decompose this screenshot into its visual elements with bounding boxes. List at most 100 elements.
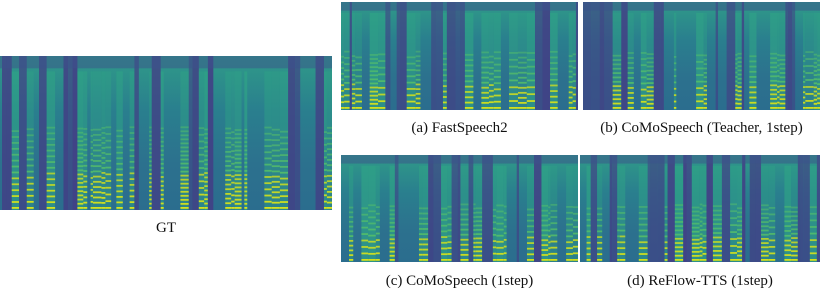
texture: [428, 155, 434, 262]
texture: [784, 254, 792, 256]
texture: [612, 72, 622, 74]
texture: [493, 63, 501, 66]
texture: [231, 162, 235, 165]
texture: [619, 223, 626, 226]
texture: [160, 180, 164, 183]
texture: [674, 229, 684, 232]
texture: [496, 216, 504, 219]
texture: [26, 200, 34, 203]
texture: [11, 207, 20, 209]
texture: [77, 186, 84, 188]
texture: [204, 141, 208, 144]
texture: [817, 73, 820, 76]
texture: [482, 155, 491, 262]
texture: [101, 172, 106, 174]
texture: [389, 225, 395, 228]
texture: [730, 231, 738, 233]
texture: [646, 65, 654, 68]
texture: [389, 221, 395, 224]
texture: [375, 245, 380, 248]
texture: [149, 185, 152, 188]
texture: [813, 57, 818, 60]
texture: [355, 107, 362, 109]
texture: [204, 167, 208, 170]
texture: [481, 56, 489, 59]
texture: [442, 96, 447, 98]
texture: [92, 149, 102, 152]
texture: [38, 56, 47, 210]
texture: [180, 130, 189, 133]
texture: [586, 213, 591, 216]
texture: [777, 69, 780, 72]
texture: [749, 91, 757, 94]
texture: [361, 207, 369, 210]
texture: [198, 167, 205, 169]
texture: [542, 2, 551, 110]
texture: [406, 62, 416, 65]
texture: [627, 107, 634, 109]
texture: [712, 250, 722, 252]
texture: [703, 80, 707, 83]
texture: [715, 2, 719, 110]
texture: [475, 224, 483, 227]
texture: [673, 94, 677, 97]
texture: [473, 203, 476, 206]
texture: [526, 58, 535, 61]
texture: [361, 220, 369, 223]
texture: [368, 228, 376, 231]
texture: [92, 71, 102, 210]
texture: [6, 56, 12, 210]
texture: [809, 232, 817, 235]
texture: [351, 59, 356, 62]
texture: [699, 203, 703, 206]
texture: [640, 107, 647, 109]
texture: [492, 208, 497, 211]
texture: [803, 80, 806, 83]
texture: [550, 228, 558, 231]
texture: [101, 152, 106, 154]
texture: [204, 163, 208, 166]
texture: [737, 61, 742, 63]
texture: [737, 254, 743, 257]
texture: [691, 214, 700, 217]
texture: [674, 233, 684, 236]
texture: [761, 165, 769, 262]
texture: [702, 240, 707, 243]
texture: [638, 253, 648, 255]
texture: [777, 96, 780, 99]
texture: [149, 147, 152, 150]
texture: [791, 165, 798, 262]
texture: [691, 218, 700, 221]
texture: [160, 167, 164, 170]
texture: [375, 212, 380, 215]
texture: [503, 165, 507, 262]
texture: [791, 228, 798, 231]
texture: [617, 241, 620, 244]
texture: [816, 155, 820, 262]
texture: [761, 254, 769, 257]
texture: [646, 53, 654, 56]
texture: [779, 54, 786, 57]
texture: [779, 80, 786, 83]
texture: [415, 64, 421, 67]
texture: [779, 85, 786, 87]
texture: [11, 171, 20, 174]
texture: [26, 134, 34, 137]
texture: [271, 175, 280, 178]
texture: [580, 155, 820, 164]
texture: [244, 178, 248, 181]
texture: [389, 213, 395, 216]
texture: [105, 133, 112, 135]
texture: [315, 56, 324, 210]
texture: [568, 70, 573, 73]
texture: [646, 61, 654, 64]
texture: [696, 100, 704, 103]
texture: [271, 149, 280, 152]
texture: [464, 107, 474, 109]
texture: [271, 154, 280, 157]
texture: [368, 165, 376, 262]
texture: [737, 259, 743, 261]
texture: [264, 194, 272, 197]
texture: [326, 169, 332, 172]
texture: [699, 207, 703, 210]
